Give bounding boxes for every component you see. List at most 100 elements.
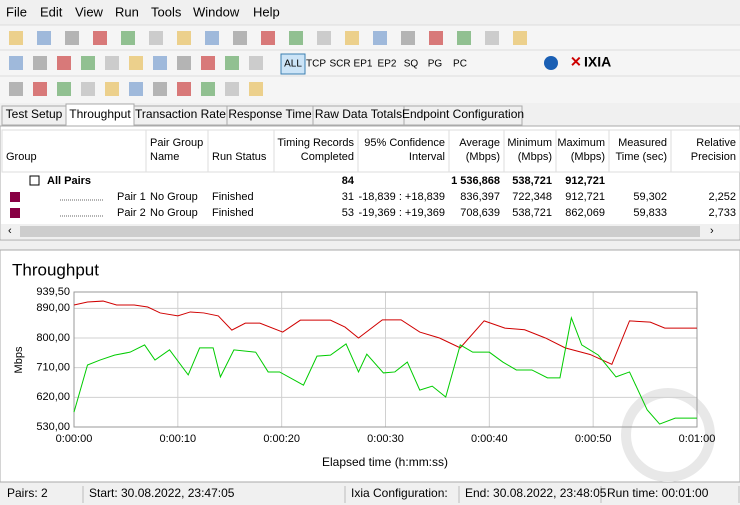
protocol-button[interactable]: SQ [404, 59, 419, 70]
tool-icon[interactable] [233, 31, 247, 45]
tool-icon[interactable] [153, 56, 167, 70]
protocol-button[interactable]: EP2 [378, 59, 397, 70]
tool-icon[interactable] [261, 31, 275, 45]
y-tick-label: 710,00 [36, 362, 70, 374]
column-header[interactable] [503, 129, 557, 173]
column-header-label: Measured [618, 137, 667, 149]
plot-frame [73, 291, 698, 428]
tab-label: Raw Data Totals [315, 107, 402, 121]
tool-icon[interactable] [65, 31, 79, 45]
tool-icon[interactable] [57, 82, 71, 96]
menu-item[interactable]: File [6, 4, 27, 19]
scroll-right[interactable]: › [710, 225, 714, 237]
cell: 2,733 [708, 207, 736, 219]
cell: 912,721 [565, 191, 605, 203]
protocol-button[interactable]: TCP [306, 59, 326, 70]
cell: Pair 1 [117, 191, 146, 203]
tool-icon[interactable] [345, 31, 359, 45]
chart-title: Throughput [12, 260, 99, 279]
tab-label: Endpoint Configuration [402, 107, 524, 121]
tool-icon[interactable] [81, 56, 95, 70]
info-icon[interactable] [544, 56, 558, 70]
tool-icon[interactable] [129, 82, 143, 96]
tool-icon[interactable] [57, 56, 71, 70]
tool-icon[interactable] [513, 31, 527, 45]
protocol-button[interactable]: ALL [284, 59, 302, 70]
brand-x: ✕ [570, 54, 582, 70]
status-field: Pairs: 2 [7, 486, 48, 500]
cell: Pair 2 [117, 207, 146, 219]
cell: Finished [212, 191, 254, 203]
protocol-selected[interactable] [280, 53, 306, 75]
tool-icon[interactable] [177, 56, 191, 70]
column-header-label: Name [150, 151, 179, 163]
column-header-label: (Mbps) [518, 151, 552, 163]
tool-icon[interactable] [9, 31, 23, 45]
series-line [73, 300, 697, 366]
menu-item[interactable]: View [75, 4, 104, 19]
tool-icon[interactable] [177, 82, 191, 96]
pair-icon [10, 192, 20, 202]
cell: -18,839 : +18,839 [358, 191, 445, 203]
tool-icon[interactable] [37, 31, 51, 45]
menu-item[interactable]: Run [115, 4, 139, 19]
column-header[interactable] [448, 129, 505, 173]
status-bar [0, 484, 740, 505]
cell: 862,069 [565, 207, 605, 219]
protocol-button[interactable]: EP1 [354, 59, 373, 70]
tool-icon[interactable] [9, 56, 23, 70]
tool-icon[interactable] [225, 56, 239, 70]
tool-icon[interactable] [149, 31, 163, 45]
scroll-thumb[interactable] [20, 226, 700, 237]
tool-icon[interactable] [121, 31, 135, 45]
tool-icon[interactable] [201, 56, 215, 70]
x-tick-label: 0:00:30 [367, 433, 404, 445]
x-tick-label: 0:00:50 [575, 433, 612, 445]
tool-icon[interactable] [289, 31, 303, 45]
protocol-button[interactable]: PG [428, 59, 443, 70]
column-header[interactable] [670, 129, 740, 173]
tool-icon[interactable] [373, 31, 387, 45]
tool-icon[interactable] [401, 31, 415, 45]
menu-item[interactable]: Help [253, 4, 280, 19]
tab-label: Throughput [69, 107, 131, 121]
menu-item[interactable]: Window [193, 4, 240, 19]
tool-icon[interactable] [485, 31, 499, 45]
column-header[interactable] [1, 129, 147, 173]
tool-icon[interactable] [177, 31, 191, 45]
tool-icon[interactable] [249, 82, 263, 96]
tool-icon[interactable] [225, 82, 239, 96]
tool-icon[interactable] [81, 82, 95, 96]
tool-icon[interactable] [429, 31, 443, 45]
tool-icon[interactable] [33, 82, 47, 96]
cell: 59,833 [633, 207, 667, 219]
tab[interactable] [403, 105, 523, 126]
x-tick-label: 0:00:10 [159, 433, 196, 445]
tool-icon[interactable] [201, 82, 215, 96]
tool-icon[interactable] [317, 31, 331, 45]
tool-icon[interactable] [205, 31, 219, 45]
y-tick-label: 620,00 [36, 391, 70, 403]
column-header[interactable] [357, 129, 450, 173]
column-header[interactable] [145, 129, 209, 173]
protocol-button[interactable]: SCR [329, 59, 350, 70]
protocol-button[interactable]: PC [453, 59, 467, 70]
tool-icon[interactable] [105, 82, 119, 96]
tool-icon[interactable] [457, 31, 471, 45]
tool-icon[interactable] [129, 56, 143, 70]
tool-icon[interactable] [93, 31, 107, 45]
tool-icon[interactable] [153, 82, 167, 96]
scroll-left[interactable]: ‹ [8, 225, 12, 237]
toolbar-icons [9, 31, 527, 96]
cell: 31 [342, 191, 354, 203]
menu-item[interactable]: Tools [151, 4, 182, 19]
status-field: Start: 30.08.2022, 23:47:05 [89, 486, 235, 500]
cell: 84 [342, 175, 355, 187]
tool-icon[interactable] [33, 56, 47, 70]
tool-icon[interactable] [105, 56, 119, 70]
tool-icon[interactable] [249, 56, 263, 70]
tool-icon[interactable] [9, 82, 23, 96]
menu-item[interactable]: Edit [40, 4, 63, 19]
column-header[interactable] [555, 129, 610, 173]
